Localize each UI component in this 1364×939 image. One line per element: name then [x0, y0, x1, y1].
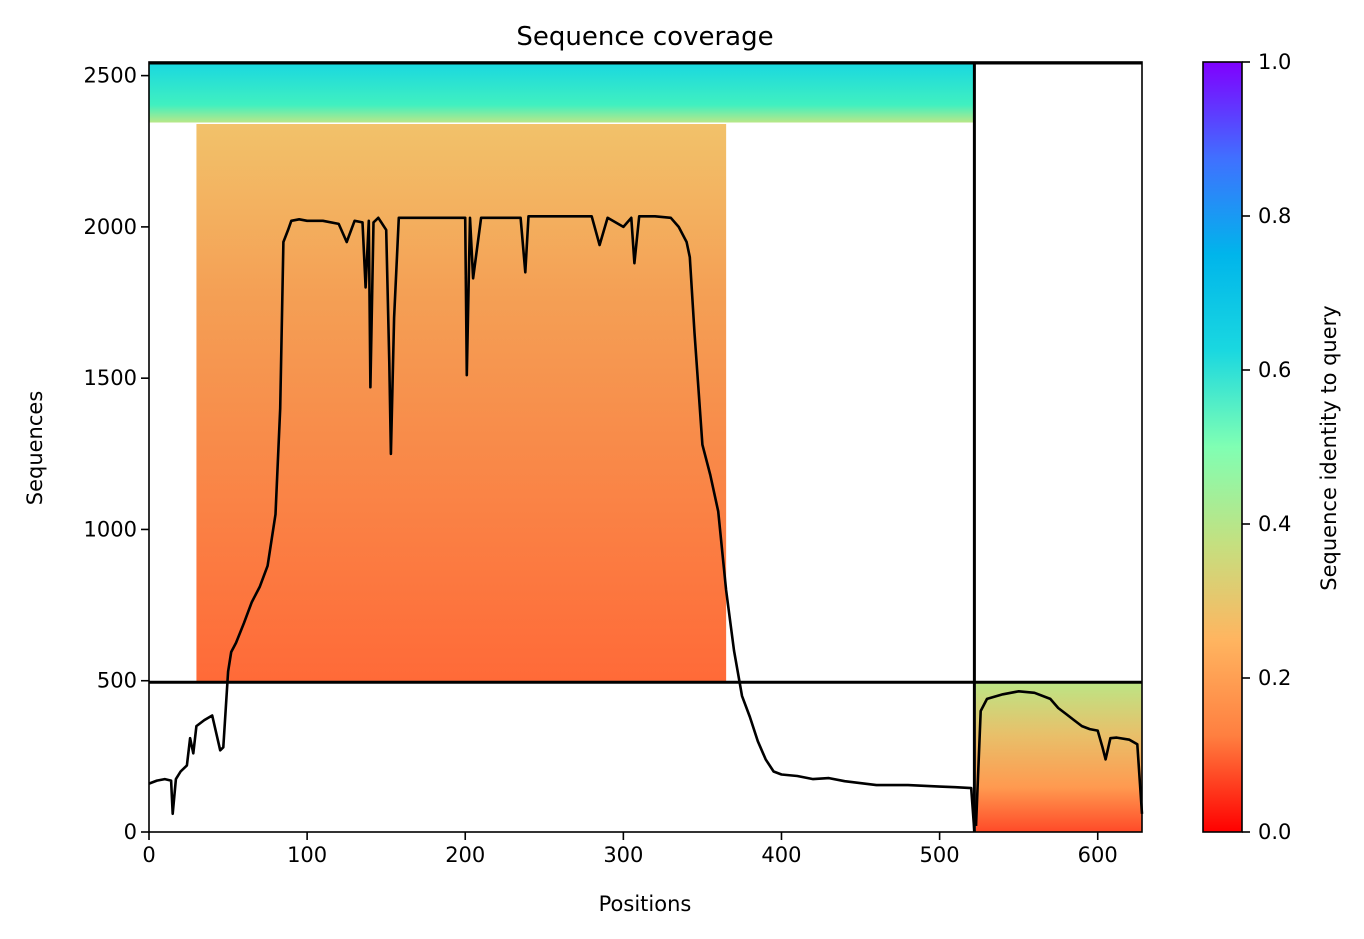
x-tick-label: 600 [1078, 843, 1118, 867]
x-axis: 0 100 200 300 400 500 600 [142, 832, 1118, 867]
colorbar-tick-label: 0.0 [1258, 820, 1291, 844]
y-tick-label: 0 [124, 820, 137, 844]
y-tick-label: 1500 [84, 366, 137, 390]
x-tick-label: 400 [761, 843, 801, 867]
colorbar-tick-label: 0.6 [1258, 358, 1291, 382]
y-axis-label: Sequences [23, 391, 47, 506]
x-axis-label: Positions [599, 892, 692, 916]
y-tick-label: 1000 [84, 517, 137, 541]
chart-title: Sequence coverage [516, 22, 773, 52]
x-tick-label: 100 [287, 843, 327, 867]
coverage-block [975, 682, 1142, 832]
colorbar-label: Sequence identity to query [1317, 305, 1341, 590]
colorbar: 0.0 0.2 0.4 0.6 0.8 1.0 [1202, 50, 1291, 844]
y-axis: 0 500 1000 1500 2000 2500 [84, 64, 149, 844]
coverage-block [196, 124, 727, 683]
y-tick-label: 2500 [84, 64, 137, 88]
y-tick-label: 500 [97, 669, 137, 693]
colorbar-tick-label: 0.8 [1258, 204, 1291, 228]
y-tick-label: 2000 [84, 215, 137, 239]
colorbar-tick-label: 1.0 [1258, 50, 1291, 74]
x-tick-label: 300 [603, 843, 643, 867]
coverage-block [149, 63, 975, 123]
colorbar-tick-label: 0.4 [1258, 512, 1291, 536]
x-tick-label: 0 [142, 843, 155, 867]
x-tick-label: 200 [445, 843, 485, 867]
colorbar-bar [1202, 61, 1243, 833]
plot-area [148, 61, 1144, 833]
coverage-line [148, 215, 976, 833]
plot-frame [148, 61, 1143, 833]
coverage-line [974, 689, 1144, 826]
x-tick-label: 500 [920, 843, 960, 867]
colorbar-tick-label: 0.2 [1258, 666, 1291, 690]
